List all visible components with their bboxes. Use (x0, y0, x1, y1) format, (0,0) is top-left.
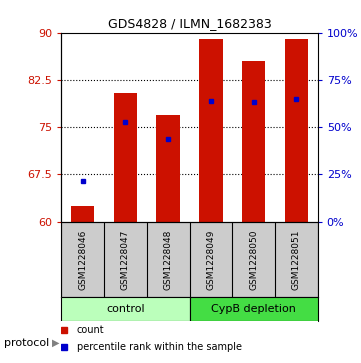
Text: GSM1228049: GSM1228049 (206, 229, 216, 290)
Text: ▶: ▶ (52, 338, 60, 348)
Text: GSM1228048: GSM1228048 (164, 229, 173, 290)
Text: protocol: protocol (4, 338, 49, 348)
Text: GSM1228050: GSM1228050 (249, 229, 258, 290)
Bar (71, 206, 95, 222)
Text: GSM1228051: GSM1228051 (292, 229, 301, 290)
FancyBboxPatch shape (190, 297, 318, 321)
Text: percentile rank within the sample: percentile rank within the sample (77, 342, 242, 352)
Title: GDS4828 / ILMN_1682383: GDS4828 / ILMN_1682383 (108, 17, 271, 30)
Text: control: control (106, 304, 145, 314)
Bar (199, 39, 223, 222)
FancyBboxPatch shape (61, 297, 190, 321)
Text: CypB depletion: CypB depletion (211, 304, 296, 314)
Bar (114, 93, 137, 222)
Text: GSM1228047: GSM1228047 (121, 229, 130, 290)
Bar (284, 39, 308, 222)
Text: count: count (77, 325, 104, 335)
Bar (242, 61, 265, 222)
Text: GSM1228046: GSM1228046 (78, 229, 87, 290)
Bar (156, 115, 180, 222)
